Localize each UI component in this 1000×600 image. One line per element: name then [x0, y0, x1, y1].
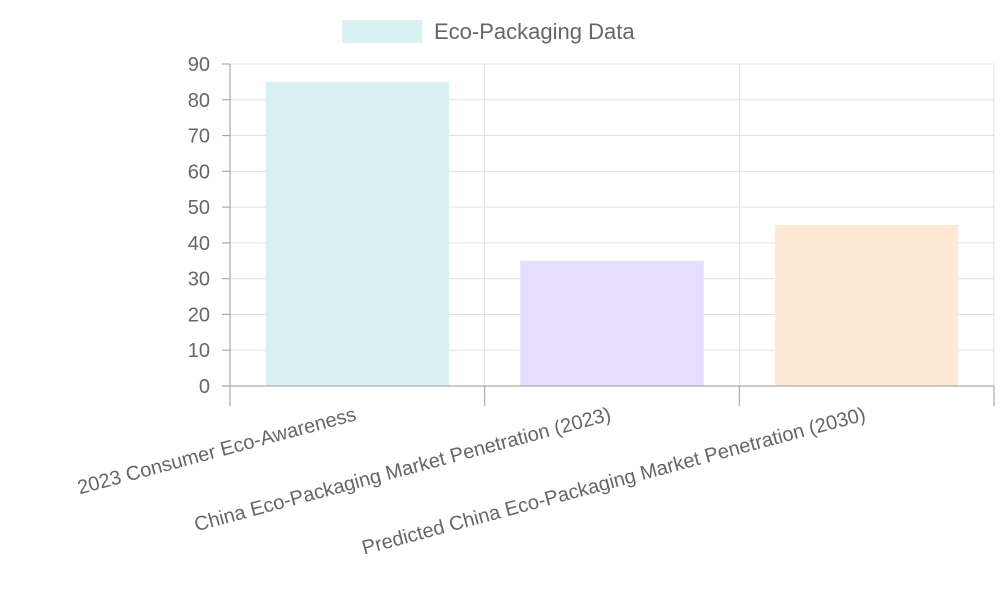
x-tick-label: China Eco-Packaging Market Penetration (…	[192, 404, 613, 537]
y-tick-label: 70	[188, 126, 210, 148]
y-tick-label: 80	[188, 90, 210, 112]
legend[interactable]: Eco-Packaging Data	[342, 19, 635, 44]
legend-swatch	[342, 20, 422, 43]
legend-label: Eco-Packaging Data	[434, 19, 635, 44]
x-tick-label: Predicted China Eco-Packaging Market Pen…	[360, 404, 868, 560]
y-tick-label: 20	[188, 304, 210, 326]
bars	[265, 81, 959, 386]
y-tick-label: 0	[199, 376, 210, 398]
bar-3[interactable]	[774, 225, 959, 386]
y-tick-label: 90	[188, 54, 210, 76]
y-tick-label: 10	[188, 340, 210, 362]
y-tick-label: 60	[188, 161, 210, 183]
y-tick-label: 50	[188, 197, 210, 219]
y-axis-ticks: 0 10 20 30 40 50 60 70 80 90	[188, 54, 230, 398]
axes	[222, 64, 994, 387]
bar-2[interactable]	[520, 260, 704, 386]
y-tick-label: 40	[188, 233, 210, 255]
bar-1[interactable]	[265, 81, 450, 386]
y-tick-label: 30	[188, 269, 210, 291]
